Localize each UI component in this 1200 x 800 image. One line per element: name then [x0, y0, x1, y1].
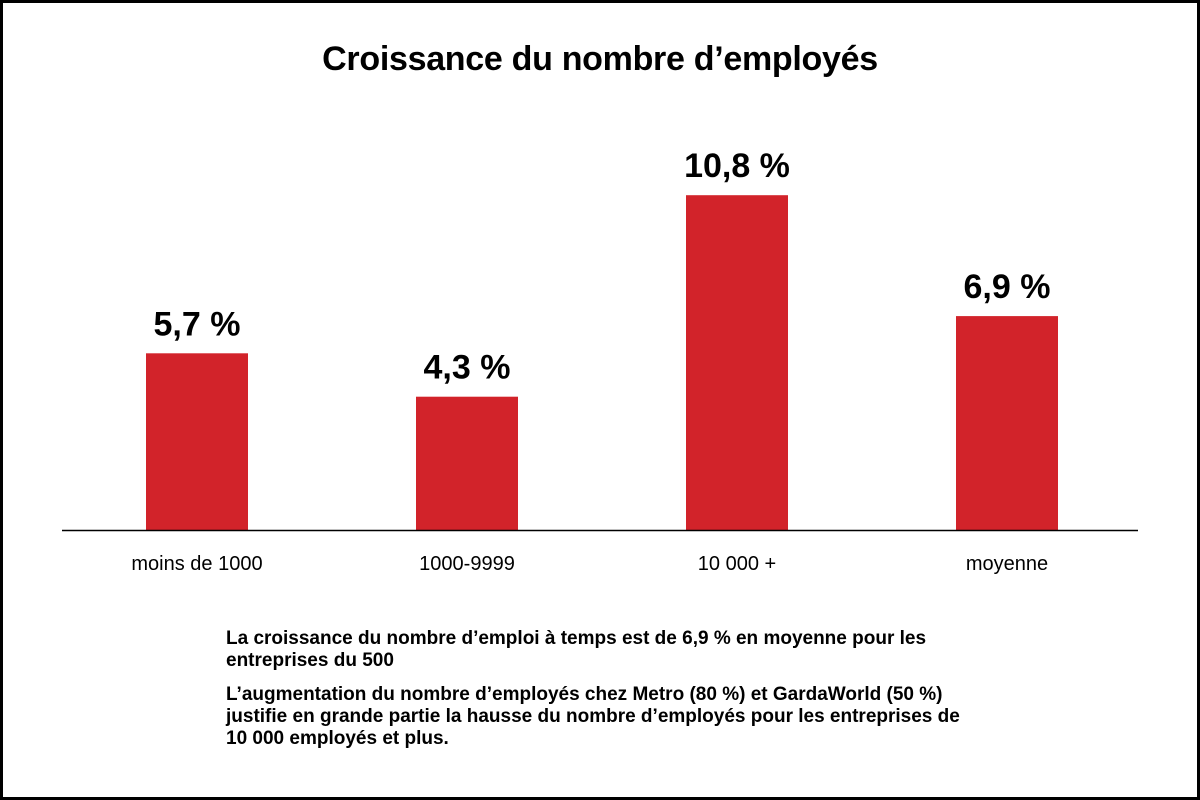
data-label-3: 10,8 % — [684, 147, 790, 185]
category-label-3: 10 000 + — [698, 553, 776, 575]
bar-chart: 5,7 % moins de 1000 4,3 % 1000-9999 10,8 % 10… — [62, 147, 1138, 575]
data-label-4: 6,9 % — [964, 268, 1051, 306]
note-explanation: L’augmentation du nombre d’employés chez… — [226, 684, 960, 749]
category-label-1: moins de 1000 — [131, 553, 262, 575]
category-label-4: moyenne — [966, 553, 1048, 575]
chart-notes: La croissance du nombre d’emploi à temps… — [226, 628, 986, 762]
data-label-2: 4,3 % — [424, 349, 511, 387]
data-label-1: 5,7 % — [154, 305, 241, 343]
chart-title: Croissance du nombre d’employés — [322, 40, 878, 78]
bar-3 — [686, 195, 788, 530]
bar-1 — [146, 353, 248, 530]
category-label-2: 1000-9999 — [419, 553, 515, 575]
bar-2 — [416, 396, 518, 530]
note-average: La croissance du nombre d’emploi à temps… — [226, 628, 927, 671]
bar-4 — [956, 316, 1058, 530]
